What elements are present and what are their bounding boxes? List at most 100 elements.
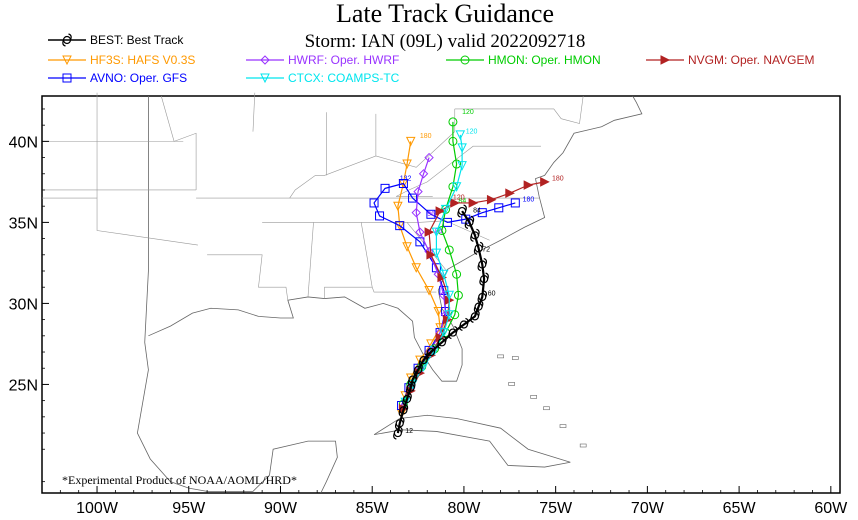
track-point-hmon [437, 225, 447, 235]
chart-subtitle: Storm: IAN (09L) valid 2022092718 [305, 31, 586, 52]
bahamas-island-3 [530, 395, 537, 399]
track-point-best [459, 317, 469, 332]
track-point-best [479, 272, 489, 286]
x-tick-label: 100W [76, 500, 119, 517]
legend-label: HWRF: Oper. HWRF [288, 53, 399, 67]
forecast-hour-label: 60 [488, 290, 496, 297]
state-border-6 [324, 222, 373, 299]
track-point-hf3s [424, 285, 434, 296]
state-border-3 [262, 220, 490, 241]
legend-swatch-marker [62, 55, 72, 66]
legend-label: BEST: Best Track [90, 33, 184, 47]
track-point-hwrf [424, 152, 434, 163]
forecast-hour-label: 84 [458, 198, 466, 205]
state-border-15 [395, 145, 541, 197]
legend-item-hf3s: HF3S: HAFS V0.3S [48, 53, 195, 67]
track-point-ctcx [457, 143, 467, 153]
track-point-best [473, 241, 484, 255]
chart-title: Late Track Guidance [336, 0, 554, 28]
track-point-best [405, 381, 416, 395]
track-point-hmon [448, 136, 458, 146]
track-point-best [426, 345, 436, 359]
forecast-hour-label: 72 [482, 247, 490, 254]
track-point-avno [477, 208, 487, 218]
track-point-hf3s [415, 355, 425, 366]
track-point-ctcx [455, 130, 466, 141]
y-tick-label: 35N [9, 215, 38, 232]
track-point-avno [369, 198, 379, 208]
track-point-nvgm [505, 188, 515, 199]
legend-label: AVNO: Oper. GFS [90, 71, 187, 85]
forecast-hour-label: 180 [552, 175, 564, 182]
legend-swatch-marker [62, 73, 72, 83]
forecast-hour-label: 180 [420, 133, 432, 140]
bahamas-island-6 [579, 443, 587, 448]
forecast-hour-label: 120 [466, 128, 478, 135]
cuba-outline [373, 414, 571, 468]
track-point-best [477, 290, 488, 304]
legend-item-nvgm: NVGM: Oper. NAVGEM [646, 53, 814, 67]
track-point-nvgm [523, 180, 534, 190]
track-point-nvgm [424, 227, 435, 237]
track-point-best [437, 335, 447, 349]
legend-swatch-marker [62, 33, 72, 47]
track-point-avno [398, 179, 408, 189]
x-tick-label: 75W [539, 500, 573, 517]
legend-item-ctcx: CTCX: COAMPS-TC [246, 71, 400, 85]
track-point-avno [380, 183, 390, 193]
track-point-best [394, 416, 405, 430]
forecast-hour-label: 12 [405, 428, 413, 435]
track-point-ctcx [444, 310, 455, 320]
track-point-avno [510, 198, 520, 208]
track-point-ctcx [440, 204, 451, 215]
bahamas-island-1 [511, 356, 519, 360]
legend-swatch-marker [260, 73, 270, 84]
track-point-ctcx [431, 227, 442, 238]
bahamas-island-0 [497, 354, 504, 359]
forecast-hour-label: 120 [453, 195, 465, 202]
track-point-ctcx [451, 182, 462, 192]
track-point-nvgm [540, 177, 550, 187]
legend-label: HMON: Oper. HMON [488, 53, 601, 67]
track-point-hwrf [418, 169, 429, 179]
forecast-hour-label: 120 [462, 109, 474, 116]
x-tick-label: 80W [447, 500, 481, 517]
legend-swatch-marker [260, 55, 270, 65]
track-point-hmon [452, 159, 462, 169]
track-point-hf3s [402, 242, 412, 252]
x-tick-label: 65W [723, 500, 757, 517]
bahamas-island-2 [508, 382, 515, 386]
track-point-best [473, 300, 484, 314]
y-tick-label: 30N [9, 296, 38, 313]
legend-item-avno: AVNO: Oper. GFS [48, 71, 187, 85]
state-border-10 [252, 92, 256, 132]
forecast-hour-label: 132 [400, 175, 412, 182]
track-point-nvgm [450, 198, 460, 208]
track-point-hmon [448, 117, 458, 127]
bahamas-island-4 [543, 406, 550, 411]
legend-item-hmon: HMON: Oper. HMON [446, 53, 601, 67]
track-point-hf3s [393, 201, 403, 212]
x-tick-label: 60W [814, 500, 848, 517]
axes: 100W 95W 90W 85W 80W 75W 70W 65W 60W 25N 30N 35N 40N [9, 108, 848, 517]
track-line-avno [373, 182, 516, 406]
track-point-best [448, 325, 458, 340]
base-map [42, 92, 643, 494]
track-point-hwrf [411, 207, 421, 218]
track-point-nvgm [486, 194, 497, 205]
x-tick-label: 85W [356, 500, 390, 517]
track-avno: 132 180 [369, 175, 535, 410]
forecast-hour-label: 180 [523, 196, 535, 203]
forecast-hour-label: 84 [473, 208, 481, 215]
track-point-nvgm [468, 198, 479, 208]
us-coastline [148, 95, 643, 382]
state-border-16 [454, 95, 584, 124]
legend-item-best: BEST: Best Track [48, 33, 184, 47]
track-point-nvgm [435, 206, 446, 216]
legend: BEST: Best Track HF3S: HAFS V0.3S AVNO: Op… [48, 33, 814, 85]
track-point-ctcx [444, 290, 455, 301]
legend-swatch-marker [660, 55, 671, 65]
x-tick-label: 90W [264, 500, 298, 517]
